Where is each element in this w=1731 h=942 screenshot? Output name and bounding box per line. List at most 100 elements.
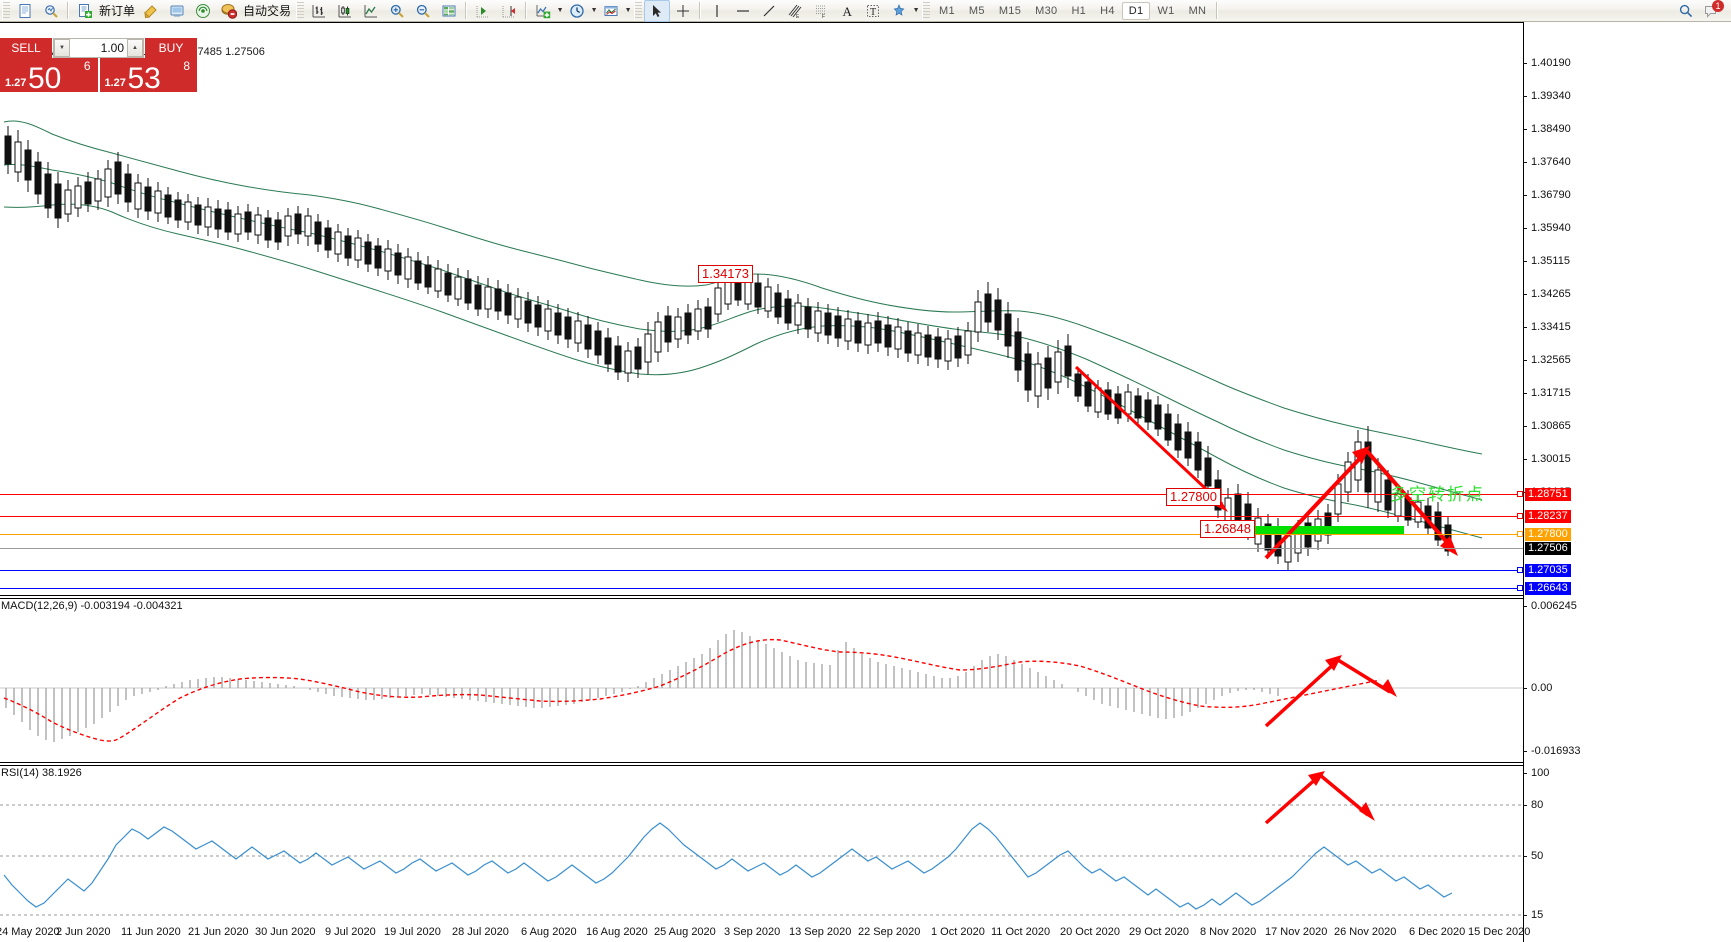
timeframe-h4[interactable]: H4 (1093, 2, 1122, 20)
zoom-out-icon[interactable] (410, 0, 436, 22)
price-tick-label: 1.32565 (1531, 354, 1571, 366)
volume-increment-button[interactable]: ▲ (127, 39, 143, 57)
data-window-icon[interactable] (436, 0, 462, 22)
annotation-126848[interactable]: 1.26848 (1200, 520, 1255, 538)
timeframe-w1[interactable]: W1 (1150, 2, 1181, 20)
toolbar-grip-linestudies[interactable] (634, 1, 643, 20)
timeframe-m1[interactable]: M1 (932, 2, 962, 20)
annotation-134173[interactable]: 1.34173 (698, 265, 753, 283)
rsi-down-arrow[interactable] (1318, 773, 1375, 821)
fibonacci-icon[interactable]: F (808, 0, 834, 22)
trendline-icon[interactable] (756, 0, 782, 22)
timeframe-mn[interactable]: MN (1182, 2, 1214, 20)
zoom-in-icon[interactable] (384, 0, 410, 22)
annotation-chinese-note[interactable]: 多空转折点 (1390, 485, 1485, 505)
templates-icon[interactable] (598, 0, 624, 22)
price-tag-126643[interactable]: 1.26643 (1525, 582, 1571, 595)
auto-trading-icon[interactable] (216, 0, 242, 22)
search-icon[interactable] (1673, 0, 1699, 22)
chart-area[interactable]: USDCAD-,Daily 1.28216 1.28261 1.27485 1.… (0, 22, 1731, 942)
buy-button[interactable]: BUY (145, 38, 197, 58)
macd-plot[interactable] (0, 600, 1523, 765)
timeframe-m5[interactable]: M5 (962, 2, 992, 20)
buy-price-sup: 8 (183, 59, 190, 73)
toolbar-grip-periodicity[interactable] (922, 1, 931, 20)
text-label-icon[interactable]: T (860, 0, 886, 22)
candlestick-chart-icon[interactable] (332, 0, 358, 22)
templates-dropdown-arrow[interactable]: ▼ (624, 7, 632, 14)
price-tick-label: 1.35940 (1531, 222, 1571, 234)
price-line-handle[interactable] (1517, 567, 1523, 573)
line-chart-icon[interactable] (358, 0, 384, 22)
price-line-128751[interactable] (0, 494, 1523, 495)
one-click-trading-panel[interactable]: SELL ▼ 1.00 ▲ BUY 1.27 50 6 1.27 53 8 (0, 38, 197, 95)
price-plot[interactable] (0, 22, 1523, 602)
svg-text:T: T (870, 7, 876, 18)
rsi-up-arrow[interactable] (1264, 771, 1325, 825)
text-icon[interactable]: A (834, 0, 860, 22)
price-line-128237[interactable] (0, 516, 1523, 517)
macd-tick (1523, 688, 1527, 689)
price-tag-128237[interactable]: 1.28237 (1525, 510, 1571, 523)
vertical-line-icon[interactable] (704, 0, 730, 22)
indicators-icon[interactable] (530, 0, 556, 22)
volume-decrement-button[interactable]: ▼ (54, 39, 70, 57)
price-tick-label: 1.30865 (1531, 420, 1571, 432)
price-tick (1523, 294, 1527, 295)
price-line-127800[interactable] (0, 534, 1523, 535)
signals-icon[interactable] (190, 0, 216, 22)
new-order-icon[interactable] (72, 0, 98, 22)
auto-scroll-icon[interactable] (496, 0, 522, 22)
indicators-dropdown-arrow[interactable]: ▼ (556, 7, 564, 14)
buy-price-quote[interactable]: 1.27 53 8 (99, 58, 197, 95)
notification-icon[interactable]: 1 (1699, 0, 1725, 22)
auto-trading-label[interactable]: 自动交易 (243, 4, 292, 18)
objects-dropdown-arrow[interactable]: ▼ (912, 7, 920, 14)
price-line-handle[interactable] (1517, 491, 1523, 497)
price-line-127035[interactable] (0, 570, 1523, 571)
green-support-zone[interactable] (1214, 526, 1404, 535)
shift-chart-icon[interactable] (470, 0, 496, 22)
periods-dropdown-arrow[interactable]: ▼ (590, 7, 598, 14)
volume-stepper[interactable]: ▼ 1.00 ▲ (53, 38, 144, 58)
bar-chart-icon[interactable] (306, 0, 332, 22)
annotation-127800[interactable]: 1.27800 (1166, 488, 1221, 506)
price-line-handle[interactable] (1517, 531, 1523, 537)
sell-button[interactable]: SELL (0, 38, 52, 58)
macd-up-arrow[interactable] (1264, 655, 1342, 728)
terminal-icon[interactable] (164, 0, 190, 22)
metaeditor-icon[interactable] (138, 0, 164, 22)
rsi-plot[interactable] (0, 767, 1523, 927)
timeframe-h1[interactable]: H1 (1064, 2, 1093, 20)
price-tag-127035[interactable]: 1.27035 (1525, 564, 1571, 577)
price-line-126643[interactable] (0, 588, 1523, 589)
horizontal-line-icon[interactable] (730, 0, 756, 22)
price-tick (1523, 459, 1527, 460)
rsi-title: RSI(14) 38.1926 (1, 767, 82, 779)
price-line-handle[interactable] (1517, 585, 1523, 591)
tf-label-m1: M1 (939, 4, 955, 17)
cursor-icon[interactable] (644, 0, 671, 22)
new-order-label[interactable]: 新订单 (99, 4, 136, 18)
bollinger-middle-band (3, 164, 1483, 501)
crosshair-icon[interactable] (670, 0, 696, 22)
price-tag-128751[interactable]: 1.28751 (1525, 488, 1571, 501)
toolbar-separator-5 (1216, 2, 1219, 19)
toolbar-grip-charts[interactable] (296, 1, 305, 20)
profiles-icon[interactable] (38, 0, 64, 22)
price-line-handle[interactable] (1517, 513, 1523, 519)
new-chart-icon[interactable] (12, 0, 38, 22)
equidistant-channel-icon[interactable]: E (782, 0, 808, 22)
periods-icon[interactable] (564, 0, 590, 22)
timeframe-m30[interactable]: M30 (1028, 2, 1064, 20)
sell-price-quote[interactable]: 1.27 50 6 (0, 58, 98, 95)
toolbar-grip-standard[interactable] (2, 1, 10, 20)
down-arrow-forecast[interactable] (1364, 448, 1458, 556)
macd-down-arrow[interactable] (1337, 658, 1397, 697)
price-tag-127800[interactable]: 1.27800 (1525, 528, 1571, 541)
timeframe-m15[interactable]: M15 (992, 2, 1028, 20)
volume-value[interactable]: 1.00 (100, 41, 124, 55)
date-axis[interactable]: 24 May 2020 2 Jun 2020 11 Jun 2020 21 Ju… (0, 925, 1530, 942)
timeframe-d1[interactable]: D1 (1121, 1, 1151, 20)
objects-icon[interactable] (886, 0, 912, 22)
